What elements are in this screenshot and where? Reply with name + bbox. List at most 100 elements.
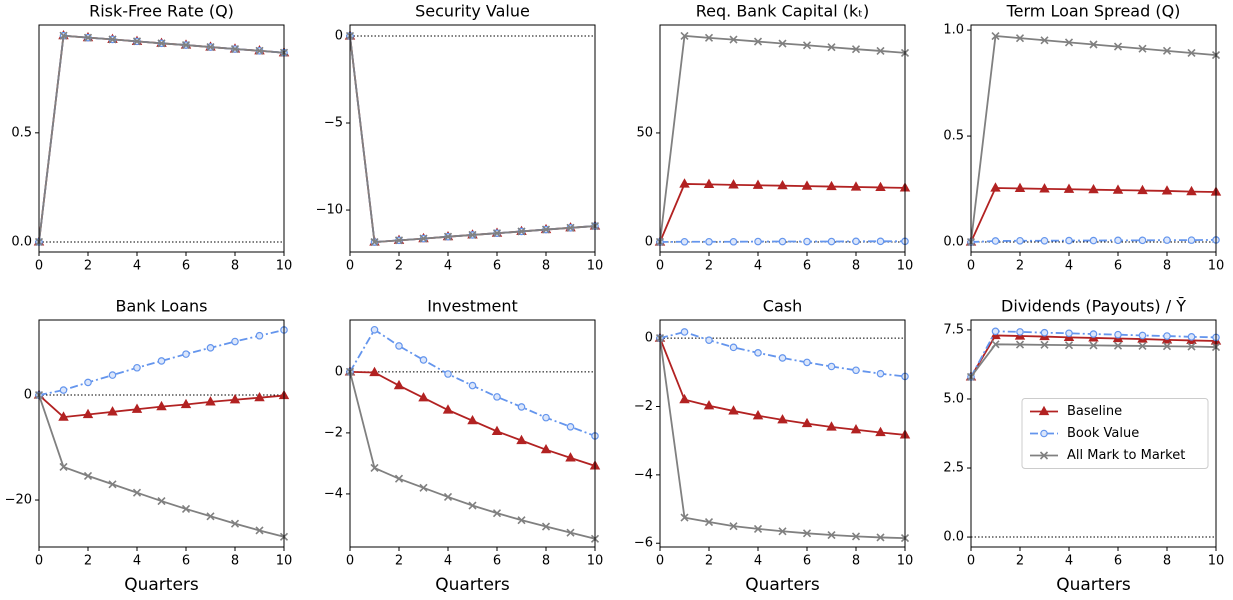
marker	[729, 238, 738, 246]
marker	[991, 31, 1000, 41]
marker	[705, 238, 713, 246]
marker	[1089, 236, 1098, 245]
y-tick-label: −6	[634, 536, 653, 551]
y-tick-label: 0	[24, 388, 32, 403]
marker	[1064, 341, 1074, 350]
marker	[851, 532, 861, 541]
x-tick-label: 2	[1016, 259, 1024, 274]
marker	[565, 452, 576, 462]
series-line	[970, 343, 1217, 378]
panel-title: Cash	[763, 297, 802, 316]
marker	[131, 403, 143, 413]
marker	[370, 463, 379, 473]
marker	[991, 327, 1000, 336]
marker	[132, 37, 142, 46]
marker	[395, 342, 403, 350]
marker	[875, 426, 886, 437]
y-tick-label: −4	[634, 467, 653, 482]
x-tick-label: 2	[84, 259, 92, 274]
marker	[566, 223, 575, 232]
marker	[1089, 40, 1098, 49]
marker	[1065, 329, 1073, 337]
marker	[206, 42, 215, 52]
marker	[990, 182, 1001, 192]
marker	[370, 326, 379, 334]
marker	[1039, 451, 1049, 460]
marker	[181, 41, 191, 50]
marker	[468, 381, 477, 390]
axes-frame	[970, 24, 1217, 253]
marker	[1113, 341, 1123, 350]
marker	[729, 343, 738, 352]
marker	[369, 366, 380, 377]
marker	[107, 406, 118, 416]
marker	[493, 393, 501, 401]
x-tick-label: 8	[852, 554, 860, 569]
marker	[393, 379, 405, 390]
legend-label: Baseline	[1067, 404, 1122, 419]
series-line	[970, 334, 1217, 378]
marker	[802, 529, 812, 538]
marker	[1162, 342, 1172, 351]
marker	[703, 400, 715, 410]
marker	[876, 46, 885, 56]
marker	[517, 227, 526, 236]
marker	[852, 237, 860, 246]
series-line	[349, 35, 596, 244]
x-tick-label: 10	[897, 554, 914, 569]
panel-title: Dividends (Payouts) / Ȳ	[1001, 297, 1186, 316]
marker	[991, 237, 1000, 245]
y-tick-label: −2	[324, 425, 343, 440]
marker	[157, 39, 166, 48]
marker	[442, 404, 454, 414]
marker	[803, 237, 811, 246]
marker	[1113, 42, 1123, 51]
marker	[59, 462, 68, 472]
marker	[1063, 183, 1075, 193]
marker	[875, 181, 886, 192]
marker	[229, 394, 241, 404]
series-line	[38, 329, 285, 396]
series-line	[970, 35, 1217, 243]
x-tick-label: 0	[346, 554, 354, 569]
marker	[83, 33, 93, 42]
x-tick-label: 4	[444, 259, 452, 274]
marker	[703, 178, 715, 189]
marker	[566, 528, 575, 537]
marker	[231, 337, 239, 346]
marker	[991, 340, 1000, 349]
marker	[1089, 330, 1098, 338]
series-line	[659, 34, 906, 243]
series-line	[349, 35, 596, 244]
marker	[1040, 328, 1049, 337]
marker	[1187, 236, 1196, 244]
x-tick-label: 8	[542, 554, 550, 569]
marker	[157, 357, 166, 365]
marker	[680, 238, 689, 246]
marker	[59, 386, 68, 394]
x-tick-label: 0	[346, 259, 354, 274]
marker	[444, 370, 452, 378]
marker	[492, 509, 502, 518]
marker	[752, 179, 764, 189]
marker	[542, 413, 550, 422]
x-tick-label: 0	[656, 259, 664, 274]
x-tick-label: 8	[542, 259, 550, 274]
axes-frame	[349, 319, 596, 548]
y-tick-label: 0	[645, 234, 653, 249]
x-axis-label: Quarters	[435, 575, 510, 595]
marker	[1114, 330, 1122, 339]
series-line	[659, 337, 906, 540]
y-tick-label: 0	[335, 364, 343, 379]
marker	[180, 398, 192, 409]
marker	[108, 35, 117, 44]
marker	[1138, 44, 1147, 53]
x-tick-label: 4	[1065, 554, 1073, 569]
marker	[1040, 237, 1049, 245]
marker	[157, 497, 166, 506]
marker	[206, 344, 215, 352]
x-tick-label: 4	[133, 259, 141, 274]
x-tick-label: 10	[276, 554, 293, 569]
marker	[1040, 340, 1049, 349]
